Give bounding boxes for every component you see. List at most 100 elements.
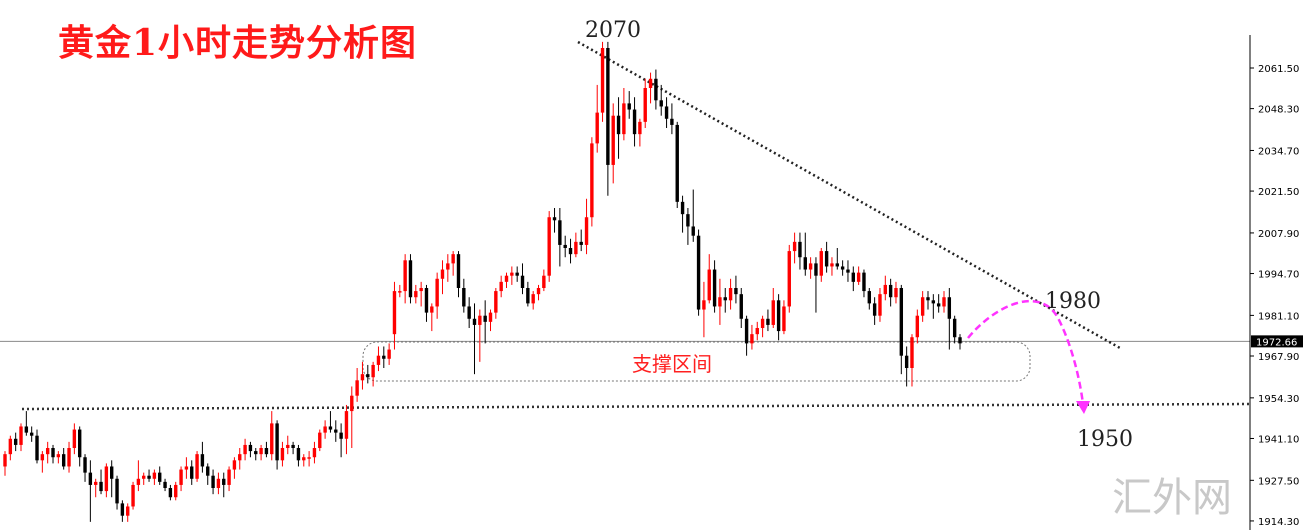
candle bbox=[584, 198, 589, 255]
candle bbox=[19, 423, 23, 452]
candle bbox=[483, 300, 487, 344]
candle-body bbox=[158, 472, 162, 482]
candle bbox=[184, 457, 189, 479]
candle bbox=[830, 257, 834, 276]
candle-body bbox=[702, 300, 706, 310]
candle bbox=[259, 444, 263, 461]
candle bbox=[270, 411, 274, 461]
candle bbox=[45, 441, 50, 464]
candle bbox=[568, 238, 573, 264]
candle-body bbox=[947, 297, 952, 319]
candle bbox=[926, 291, 930, 310]
candle bbox=[51, 444, 55, 464]
axis-tick-label: 1914.30 bbox=[1258, 517, 1299, 528]
candle bbox=[632, 97, 637, 147]
candle-body bbox=[40, 454, 45, 461]
candle-body bbox=[936, 303, 941, 307]
candle-body bbox=[77, 429, 82, 458]
candle bbox=[318, 429, 322, 452]
candle-body bbox=[830, 263, 834, 267]
candle-body bbox=[494, 291, 498, 313]
axis-tick-label: 1927.50 bbox=[1258, 476, 1299, 487]
candle-body bbox=[408, 260, 413, 298]
candle-body bbox=[51, 448, 55, 458]
candle bbox=[750, 324, 754, 350]
candle-body bbox=[835, 263, 839, 267]
candle-body bbox=[296, 448, 301, 461]
axis-tick-label: 1967.90 bbox=[1258, 352, 1299, 363]
axis-tick-label: 1994.70 bbox=[1258, 270, 1299, 281]
candle bbox=[563, 235, 567, 258]
candle-body bbox=[766, 318, 770, 325]
candle-body bbox=[659, 100, 663, 107]
candle bbox=[595, 84, 599, 153]
candle bbox=[216, 472, 221, 495]
candle bbox=[61, 448, 66, 470]
candle-body bbox=[435, 278, 439, 307]
candle-body bbox=[510, 272, 514, 276]
candle-body bbox=[387, 349, 391, 359]
candle bbox=[787, 244, 791, 313]
candle-body bbox=[760, 318, 765, 329]
support-zone-box bbox=[362, 341, 1031, 382]
candle-body bbox=[152, 472, 157, 479]
candle-body bbox=[558, 220, 562, 245]
candle-body bbox=[302, 457, 306, 461]
current-price-badge bbox=[1251, 335, 1303, 348]
candle bbox=[3, 451, 7, 476]
candle-body bbox=[3, 454, 7, 467]
candle-body bbox=[483, 315, 487, 322]
candle-body bbox=[910, 337, 914, 369]
candle-body bbox=[755, 328, 759, 335]
candle bbox=[680, 195, 685, 233]
candle bbox=[110, 460, 114, 498]
candle bbox=[275, 420, 279, 470]
candle-body bbox=[13, 438, 18, 445]
candle-body bbox=[45, 448, 50, 455]
candle bbox=[456, 251, 461, 298]
candle-body bbox=[67, 448, 71, 467]
axis-tick-label: 2034.70 bbox=[1258, 146, 1299, 157]
candle bbox=[883, 275, 888, 301]
candle-body bbox=[35, 435, 39, 461]
candle-body bbox=[675, 124, 679, 202]
candle-body bbox=[718, 297, 722, 307]
candle bbox=[307, 451, 311, 467]
candle-body bbox=[627, 103, 631, 110]
candle-body bbox=[840, 266, 845, 270]
candle-body bbox=[563, 244, 567, 249]
candle bbox=[387, 343, 391, 365]
candle-body bbox=[531, 294, 535, 304]
candle bbox=[222, 472, 226, 498]
candle-body bbox=[131, 484, 135, 507]
candle bbox=[142, 472, 146, 485]
candle bbox=[696, 229, 701, 316]
candle bbox=[472, 303, 477, 375]
candle bbox=[654, 69, 658, 110]
candle-body bbox=[851, 272, 855, 282]
candle bbox=[296, 444, 301, 467]
candle bbox=[344, 404, 349, 455]
candle-body bbox=[942, 297, 946, 307]
candle bbox=[504, 272, 509, 289]
candle bbox=[803, 232, 807, 276]
axis-tick-label: 2048.30 bbox=[1258, 105, 1299, 116]
candle bbox=[510, 266, 514, 285]
candle bbox=[862, 269, 866, 298]
candle-body bbox=[190, 466, 194, 479]
candle bbox=[302, 454, 306, 467]
candle bbox=[739, 288, 743, 329]
candle bbox=[227, 466, 231, 492]
candle-body bbox=[814, 263, 818, 276]
candle-body bbox=[424, 288, 429, 313]
candle bbox=[360, 361, 365, 390]
candle bbox=[136, 460, 141, 492]
candle-body bbox=[616, 115, 621, 135]
candle bbox=[77, 426, 82, 467]
candle bbox=[536, 284, 541, 301]
candle-body bbox=[147, 475, 151, 479]
candle-body bbox=[584, 217, 589, 245]
candle-body bbox=[606, 47, 610, 165]
candle-body bbox=[654, 78, 658, 101]
candle bbox=[915, 309, 920, 344]
